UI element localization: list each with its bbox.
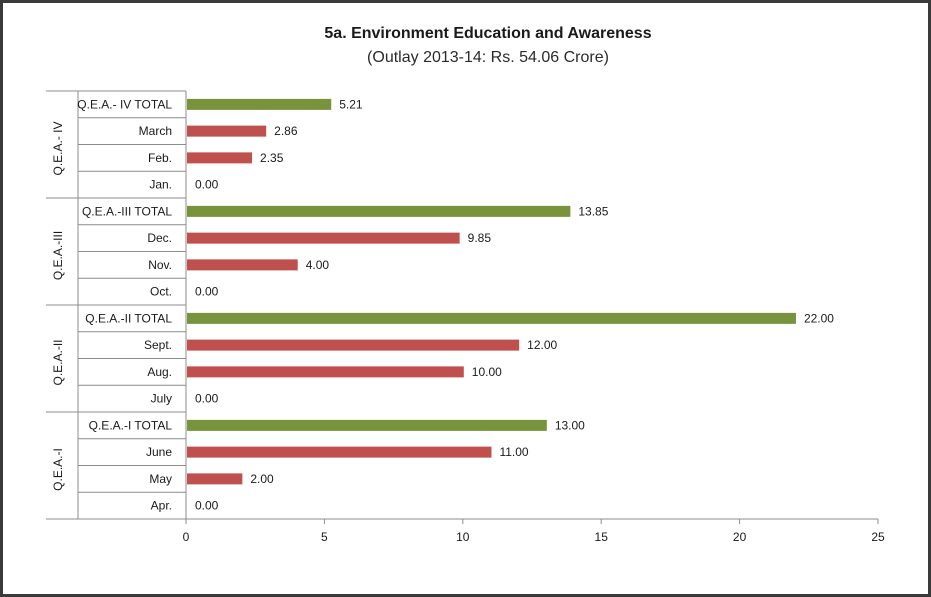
- data-label: 12.00: [527, 338, 557, 352]
- category-label: Q.E.A.-II TOTAL: [85, 311, 172, 325]
- bar: [187, 446, 492, 458]
- bar: [187, 419, 547, 431]
- category-label: Q.E.A.-I TOTAL: [89, 418, 173, 432]
- data-label: 4.00: [306, 258, 330, 272]
- category-label: Nov.: [148, 258, 172, 272]
- x-tick-label-5: 5: [321, 530, 328, 544]
- category-label: Apr.: [151, 499, 172, 513]
- x-tick-label-10: 10: [456, 530, 470, 544]
- category-label: Dec.: [147, 231, 172, 245]
- group-label: Q.E.A.-II: [51, 339, 65, 385]
- x-tick-label-25: 25: [871, 530, 885, 544]
- category-label: Q.E.A.-III TOTAL: [82, 204, 172, 218]
- bar: [187, 98, 332, 110]
- data-label: 11.00: [499, 445, 528, 459]
- category-label: March: [139, 124, 172, 138]
- data-label: 0.00: [195, 285, 219, 299]
- bar: [187, 366, 464, 378]
- category-label: May: [149, 472, 172, 486]
- bar: [187, 312, 796, 324]
- group-label: Q.E.A.-III: [51, 231, 65, 280]
- data-label: 2.86: [274, 124, 298, 138]
- x-tick-label-15: 15: [595, 530, 609, 544]
- data-label: 9.85: [468, 231, 492, 245]
- chart-subtitle: (Outlay 2013-14: Rs. 54.06 Crore): [367, 49, 609, 66]
- bar: [187, 259, 298, 271]
- chart-title: 5a. Environment Education and Awareness: [324, 25, 652, 42]
- data-label: 2.00: [250, 472, 274, 486]
- category-label: Aug.: [147, 365, 172, 379]
- category-label: Q.E.A.- IV TOTAL: [77, 97, 172, 111]
- data-label: 22.00: [804, 311, 834, 325]
- data-label: 13.00: [555, 418, 585, 432]
- group-label: Q.E.A.-I: [51, 448, 65, 491]
- category-label: Sept.: [144, 338, 172, 352]
- bar: [187, 152, 253, 164]
- data-label: 5.21: [339, 97, 363, 111]
- data-label: 0.00: [195, 499, 219, 513]
- category-label: July: [151, 392, 172, 406]
- data-label: 10.00: [472, 365, 502, 379]
- bar: [187, 232, 460, 244]
- data-label: 13.85: [578, 204, 608, 218]
- data-label: 0.00: [195, 392, 219, 406]
- category-label: Jan.: [149, 178, 172, 192]
- data-label: 2.35: [260, 151, 284, 165]
- data-label: 0.00: [195, 178, 219, 192]
- group-label: Q.E.A.- IV: [51, 121, 65, 175]
- category-label: Oct.: [150, 285, 172, 299]
- x-tick-label-20: 20: [733, 530, 747, 544]
- bar: [187, 125, 267, 137]
- bar: [187, 339, 520, 351]
- x-tick-label-0: 0: [183, 530, 190, 544]
- category-label: Feb.: [148, 151, 172, 165]
- category-label: June: [146, 445, 172, 459]
- bar: [187, 473, 243, 485]
- bar: [187, 205, 571, 217]
